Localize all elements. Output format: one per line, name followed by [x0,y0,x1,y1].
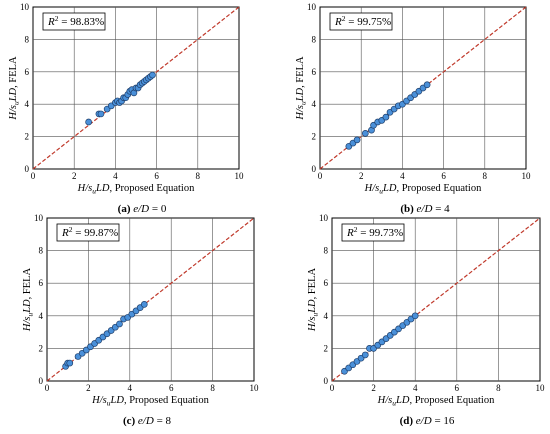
data-point [361,130,369,137]
equality-line [32,6,240,170]
r-squared-box [56,223,120,242]
data-point [97,110,105,118]
x-tick-label: 6 [169,383,174,393]
y-tick-label: 8 [39,246,44,256]
y-tick-label: 10 [20,2,30,12]
y-tick-label: 2 [25,132,30,142]
data-point [66,359,74,367]
x-tick-label: 4 [113,171,118,181]
y-tick-label: 10 [34,213,44,223]
x-tick-label: 2 [86,383,91,393]
data-point [85,118,92,126]
y-axis-label: H/suLD, FELA [307,267,320,332]
data-point [382,113,390,121]
y-tick-label: 0 [25,164,30,174]
y-tick-label: 8 [324,246,329,256]
x-tick-label: 8 [483,171,488,181]
panel-caption: (c) e/D = 8 [123,415,172,427]
y-tick-label: 4 [25,99,30,109]
r-squared-box [341,223,405,242]
panel-caption: (d) e/D = 16 [400,415,455,427]
x-axis-label: H/suLD, Proposed Equation [377,395,495,408]
data-point [361,351,369,359]
y-tick-label: 4 [312,99,317,109]
x-tick-label: 2 [72,171,77,181]
x-tick-label: 8 [196,171,201,181]
x-tick-label: 4 [400,171,405,181]
data-point [149,71,156,79]
x-tick-label: 2 [371,383,376,393]
scatter-panel-3: 00 2 2 4 4 6 6 8 8 10 10 R2 = 99.87% H/suLD, Propose… [22,213,259,427]
panel-caption: (b) e/D = 4 [400,203,450,215]
panel-caption: (a) e/D = 0 [118,203,167,215]
data-point [140,301,148,308]
y-tick-label: 2 [324,343,329,353]
y-tick-label: 6 [25,67,30,77]
x-tick-label: 6 [441,171,446,181]
y-tick-label: 0 [324,376,329,386]
y-tick-label: 6 [312,67,317,77]
y-tick-label: 6 [39,278,44,288]
y-tick-label: 0 [39,376,44,386]
r-squared-label: R2 = 99.87% [61,225,118,239]
y-tick-label: 8 [312,34,317,44]
y-tick-label: 0 [312,164,317,174]
y-tick-label: 10 [307,2,317,12]
data-point [411,312,419,320]
data-point [423,81,431,89]
y-axis-label: H/suLD, FELA [8,56,21,121]
r-squared-label: R2 = 99.73% [346,225,403,239]
y-tick-label: 8 [25,34,30,44]
x-tick-label: 0 [31,171,36,181]
r-squared-box [329,12,393,31]
x-tick-label: 0 [45,383,50,393]
r-squared-label: R2 = 99.75% [334,14,391,28]
r-squared-box [42,12,106,31]
x-tick-label: 10 [235,171,245,181]
r-squared-label: R2 = 98.83% [47,14,104,28]
x-tick-label: 10 [250,383,260,393]
data-point [353,136,361,144]
scatter-panel-4: 00 2 2 4 4 6 6 8 8 10 10 R2 = 99.73% H/suLD, Propose… [307,213,545,427]
x-axis-label: H/suLD, Proposed Equation [364,183,482,196]
x-tick-label: 8 [496,383,501,393]
x-tick-label: 4 [413,383,418,393]
x-tick-label: 0 [330,383,335,393]
x-tick-label: 2 [359,171,364,181]
x-tick-label: 10 [522,171,532,181]
y-axis-label: H/suLD, FELA [22,267,35,332]
y-tick-label: 2 [39,343,44,353]
y-tick-label: 4 [324,311,329,321]
y-tick-label: 4 [39,311,44,321]
data-point [116,320,123,328]
x-tick-label: 0 [318,171,323,181]
scatter-panel-1: 00 2 2 4 4 6 6 8 8 10 10 R2 = 98.83% H/suLD, Propose… [8,2,244,215]
y-tick-label: 2 [312,132,317,142]
y-tick-label: 6 [324,278,329,288]
y-tick-label: 10 [319,213,329,223]
x-axis-label: H/suLD, Proposed Equation [91,395,209,408]
x-tick-label: 6 [455,383,460,393]
x-tick-label: 10 [536,383,546,393]
x-axis-label: H/suLD, Proposed Equation [77,183,195,196]
x-tick-label: 8 [210,383,215,393]
x-tick-label: 6 [154,171,159,181]
scatter-panel-2: 00 2 2 4 4 6 6 8 8 10 10 R2 = 99.75% H/suLD, Propose… [295,2,531,215]
y-axis-label: H/suLD, FELA [295,56,308,121]
x-tick-label: 4 [128,383,133,393]
